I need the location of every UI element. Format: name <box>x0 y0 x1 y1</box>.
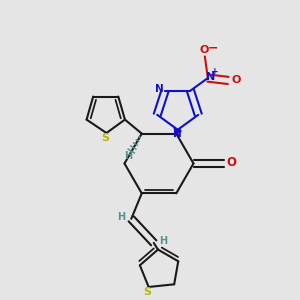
Text: N: N <box>173 129 182 139</box>
Text: S: S <box>101 134 109 143</box>
Text: H: H <box>124 152 132 161</box>
Text: H: H <box>118 212 126 222</box>
Text: O: O <box>200 45 209 55</box>
Text: S: S <box>143 287 151 297</box>
Text: H: H <box>159 236 167 246</box>
Text: O: O <box>231 75 240 85</box>
Text: N: N <box>206 72 215 82</box>
Text: −: − <box>207 41 218 55</box>
Text: +: + <box>211 67 218 76</box>
Text: O: O <box>226 156 236 170</box>
Polygon shape <box>174 128 182 134</box>
Text: N: N <box>155 84 164 94</box>
